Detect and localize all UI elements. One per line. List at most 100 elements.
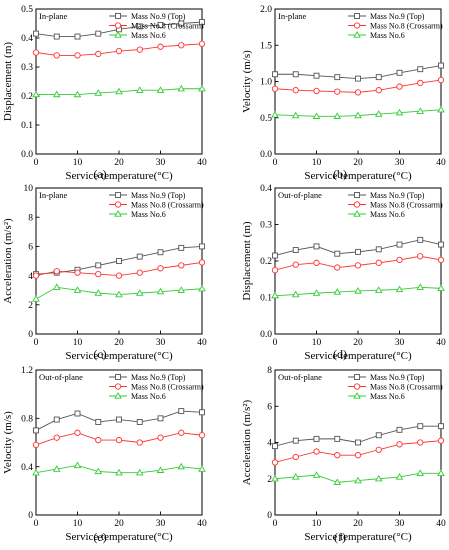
data-point [136,253,143,260]
x-tick-label: 20 [353,519,363,529]
x-tick-label: 0 [34,158,39,168]
data-point [271,459,279,466]
data-point [198,432,206,439]
legend-label: Mass No.9 (Top) [370,373,425,382]
y-axis-label: Displacement (m) [2,42,14,121]
legend: Mass No.9 (Top)Mass No.8 (Crossarm)Mass … [348,191,443,219]
data-point [52,465,61,472]
data-point [178,408,185,415]
data-point [74,52,81,59]
legend: Mass No.9 (Top)Mass No.8 (Crossarm)Mass … [109,191,204,219]
plot-annotation: In-plane [39,11,68,21]
data-point [74,269,81,276]
y-tick-label: 0.4 [21,463,33,473]
legend: Mass No.9 (Top)Mass No.8 (Crossarm)Mass … [348,12,443,40]
data-point [438,241,444,248]
data-point [334,88,341,95]
legend-label: Mass No.6 [370,210,405,219]
x-tick-label: 30 [156,158,166,168]
x-tick-label: 20 [353,338,363,348]
legend-marker [114,22,122,29]
x-tick-label: 40 [436,158,446,168]
legend-label: Mass No.9 (Top) [131,191,186,200]
data-point [354,111,362,119]
chart-panel: 0 10 20 30 40 0 2 4 6 8 10 Service temperature(°C) A… [2,184,207,362]
data-point [33,30,39,37]
data-point [272,252,278,259]
data-point [73,461,82,469]
x-tick-label: 10 [312,338,322,348]
data-point [178,20,185,27]
data-point [354,89,362,96]
series [33,19,205,40]
panel-label: (e) [93,530,106,544]
x-tick-label: 30 [156,519,166,529]
series [271,283,445,299]
data-point [95,30,102,37]
panel-label: (f) [334,530,346,544]
data-point [156,287,165,295]
legend-marker [114,31,122,38]
legend-marker [354,374,360,380]
data-point [115,87,123,95]
y-tick-label: 0.0 [21,150,33,160]
chart-panel: 0 10 20 30 40 0.0 0.5 1.0 1.5 2.0 Service temperat… [241,5,446,182]
legend-label: Mass No.8 (Crossarm) [131,383,204,392]
data-point [136,439,143,446]
legend-label: Mass No.8 (Crossarm) [370,22,443,31]
legend-marker [114,392,122,399]
data-point [374,110,383,117]
series [271,437,445,466]
data-point [355,248,361,255]
x-tick-label: 40 [436,519,446,529]
data-point [115,272,123,279]
data-point [198,465,206,472]
data-point [135,289,144,296]
legend-marker [114,201,122,208]
series [33,408,205,434]
data-point [73,286,82,293]
series [32,429,206,449]
x-tick-label: 0 [34,338,39,348]
data-point [95,419,102,425]
x-axis-label: Service temperature(°C) [65,170,173,182]
plot-frame [274,187,442,335]
x-tick-label: 20 [114,519,124,529]
series [271,253,445,274]
x-tick-label: 10 [312,519,322,529]
data-point [437,437,445,444]
data-point [271,110,279,118]
data-point [334,74,341,81]
panel-label: (d) [333,347,347,361]
plot-annotation: Out-of-plane [278,372,322,382]
data-point [375,74,382,81]
data-point [199,243,205,250]
data-point [178,429,185,436]
data-point [272,71,278,78]
data-point [198,284,206,292]
y-tick-label: 8 [28,213,33,223]
data-point [198,40,206,47]
series [32,84,206,98]
data-point [375,432,382,439]
data-point [437,76,445,84]
legend-marker [115,13,121,19]
x-tick-label: 20 [353,158,363,168]
series [32,40,206,59]
legend-marker [115,374,121,380]
y-tick-label: 6 [28,243,33,253]
legend: Mass No.9 (Top)Mass No.8 (Crossarm)Mass … [109,12,204,40]
data-point [272,443,278,450]
data-point [292,437,299,444]
data-point [438,423,444,430]
data-point [52,90,61,98]
data-point [396,441,403,448]
x-axis-label: Service temperature(°C) [304,531,412,543]
x-tick-label: 20 [114,158,124,168]
data-point [95,50,102,58]
legend-label: Mass No.8 (Crossarm) [370,201,443,210]
data-point [74,33,81,40]
data-point [156,86,165,93]
data-point [178,244,185,251]
